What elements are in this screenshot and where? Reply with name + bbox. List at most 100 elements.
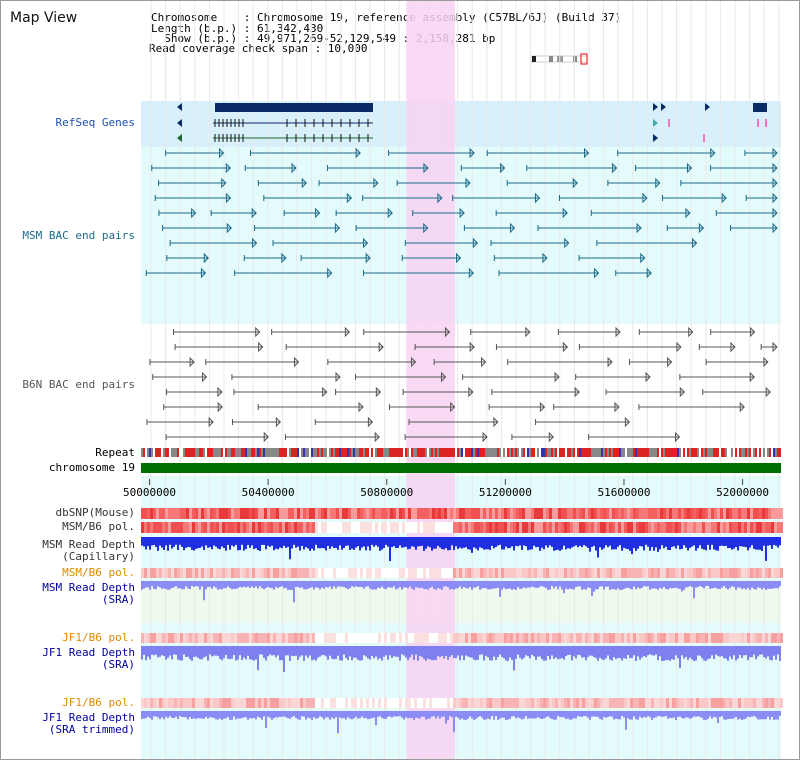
track-label-msm-depth-sra[interactable]: MSM Read Depth (SRA): [42, 581, 135, 606]
msm-pol-cell: [372, 522, 375, 533]
repeat-segment: [391, 448, 393, 457]
msm-pol-cell: [294, 522, 297, 533]
msm-pol-sra-cell: [459, 568, 462, 578]
dbsnp-cell: [330, 508, 333, 519]
msm-pol-sra-cell: [666, 568, 669, 578]
msm-pol-sra-cell: [327, 568, 330, 578]
msm-pol-sra-cell: [699, 568, 702, 578]
msm-depth-capillary-bar: [711, 537, 713, 545]
msm-depth-sra-bar: [167, 581, 169, 590]
jf1-pol-trim-cell: [381, 698, 384, 708]
msm-depth-sra-bar: [777, 581, 779, 589]
jf1-pol-cell: [654, 633, 657, 643]
track-label-jf1-b6-pol-trimmed[interactable]: JF1/B6 pol.: [62, 696, 135, 709]
repeat-segment: [459, 448, 461, 457]
msm-bac-arrow: [472, 237, 479, 249]
msm-depth-capillary-bar: [595, 537, 597, 551]
track-label-jf1-b6-pol[interactable]: JF1/B6 pol.: [62, 631, 135, 644]
jf1-depth-trim-bar: [551, 711, 553, 720]
jf1-depth-trim-bar: [181, 711, 183, 718]
repeat-segment: [587, 448, 589, 457]
msm-pol-sra-cell: [333, 568, 336, 578]
msm-depth-sra-bar: [705, 581, 707, 587]
jf1-pol-trim-cell: [588, 698, 591, 708]
dbsnp-cell: [426, 508, 429, 519]
msm-pol-sra-cell: [267, 568, 270, 578]
axis-tick-label: 50800000: [360, 486, 413, 499]
repeat-segment: [289, 448, 291, 457]
msm-depth-sra-bar: [511, 581, 513, 590]
track-label-b6n-bac[interactable]: B6N BAC end pairs: [22, 378, 135, 391]
track-label-msm-bac[interactable]: MSM BAC end pairs: [22, 229, 135, 242]
jf1-depth-sra-bar: [597, 646, 599, 661]
msm-depth-sra-bar: [209, 581, 211, 587]
dbsnp-cell: [246, 508, 249, 519]
jf1-depth-trim-bar: [439, 711, 441, 719]
repeat-segment: [285, 448, 287, 457]
msm-pol-sra-cell: [480, 568, 483, 578]
jf1-pol-trim-cell: [633, 698, 636, 708]
track-label-msm-b6-pol[interactable]: MSM/B6 pol.: [62, 520, 135, 533]
msm-depth-sra-bar: [375, 581, 377, 590]
jf1-pol-cell: [534, 633, 537, 643]
jf1-depth-trim-bar: [525, 711, 527, 717]
msm-depth-sra-bar: [303, 581, 305, 590]
msm-pol-cell: [708, 522, 711, 533]
msm-pol-sra-cell: [567, 568, 570, 578]
msm-depth-capillary-bar: [645, 537, 647, 545]
repeat-segment: [341, 448, 343, 457]
track-label-jf1-depth-trimmed[interactable]: JF1 Read Depth (SRA trimmed): [42, 711, 135, 736]
jf1-depth-trim-bar: [193, 711, 195, 719]
msm-depth-capillary-bar: [519, 537, 521, 546]
msm-depth-capillary-bar: [695, 537, 697, 551]
jf1-depth-sra-bar: [291, 646, 293, 656]
msm-pol-sra-cell: [615, 568, 618, 578]
msm-depth-capillary-bar: [703, 537, 705, 550]
jf1-pol-cell: [777, 633, 780, 643]
track-label-jf1-depth-sra[interactable]: JF1 Read Depth (SRA): [42, 646, 135, 671]
jf1-pol-cell: [561, 633, 564, 643]
msm-depth-sra-bar: [201, 581, 203, 587]
b6n-bac-arrow: [493, 416, 499, 428]
msm-depth-sra-bar: [587, 581, 589, 588]
msm-pol-cell: [375, 522, 378, 533]
msm-depth-sra-bar: [423, 581, 425, 590]
jf1-depth-sra-bar: [727, 646, 729, 661]
msm-depth-capillary-bar: [517, 537, 519, 547]
msm-pol-cell: [258, 522, 261, 533]
repeat-segment: [299, 448, 301, 457]
repeat-segment: [645, 448, 647, 457]
msm-depth-sra-bar: [401, 581, 403, 590]
msm-depth-capillary-bar: [407, 537, 409, 550]
msm-pol-sra-cell: [189, 568, 192, 578]
jf1-depth-sra-bar: [627, 646, 629, 655]
jf1-depth-sra-bar: [431, 646, 433, 661]
repeat-segment: [359, 448, 361, 457]
jf1-depth-trim-bar: [369, 711, 371, 719]
jf1-pol-trim-cell: [420, 698, 423, 708]
repeat-segment: [475, 448, 477, 457]
repeat-segment: [707, 448, 709, 457]
jf1-depth-trim-bar: [549, 711, 551, 719]
msm-depth-sra-bar: [733, 581, 735, 587]
msm-depth-sra-bar: [175, 581, 177, 587]
msm-bac-arrow: [291, 162, 297, 174]
track-label-msm-depth-capillary[interactable]: MSM Read Depth (Capillary): [42, 538, 135, 563]
track-label-msm-b6-pol-sra[interactable]: MSM/B6 pol.: [62, 566, 135, 579]
track-label-dbsnp[interactable]: dbSNP(Mouse): [55, 506, 135, 519]
jf1-depth-sra-bar: [295, 646, 297, 656]
jf1-pol-cell: [327, 633, 330, 643]
track-label-refseq[interactable]: RefSeq Genes: [55, 116, 135, 129]
coverage-line: Read coverage check span : 10,000: [149, 42, 368, 55]
msm-depth-capillary-bar: [563, 537, 565, 546]
repeat-segment: [479, 448, 481, 457]
repeat-segment: [753, 448, 755, 457]
jf1-depth-sra-bar: [749, 646, 751, 658]
jf1-pol-cell: [405, 633, 408, 643]
msm-bac-arrow: [334, 222, 341, 234]
repeat-segment: [323, 448, 325, 457]
jf1-depth-sra-bar: [603, 646, 605, 660]
dbsnp-cell: [204, 508, 207, 519]
jf1-depth-trim-bar: [513, 711, 515, 717]
dbsnp-cell: [294, 508, 297, 519]
